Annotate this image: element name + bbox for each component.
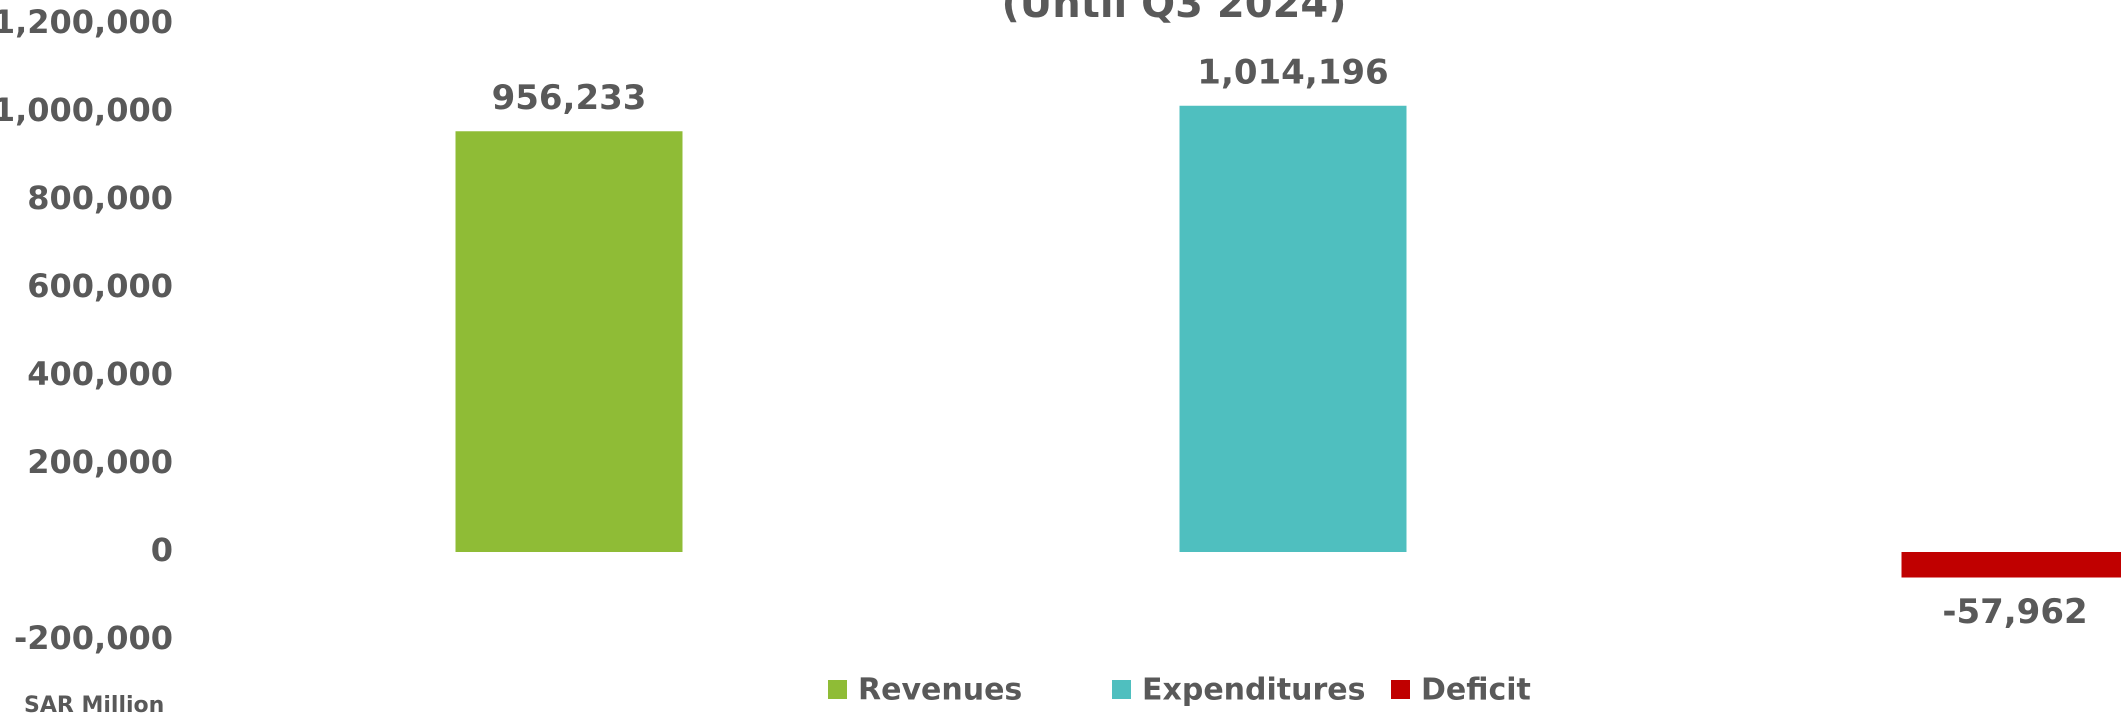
- y-tick-label: 400,000: [27, 355, 173, 393]
- legend-swatch: [1391, 680, 1410, 699]
- bar: [1901, 552, 2121, 578]
- legend-label: Deficit: [1421, 673, 1531, 708]
- y-tick-label: 0: [151, 531, 173, 569]
- y-tick-label: 1,000,000: [0, 91, 173, 129]
- y-tick-label: 200,000: [27, 443, 173, 481]
- legend-label: Revenues: [858, 673, 1022, 708]
- y-tick-label: 1,200,000: [0, 3, 173, 41]
- data-label: 956,233: [492, 78, 647, 118]
- y-tick-label: 600,000: [27, 267, 173, 305]
- data-label: -57,962: [1942, 592, 2087, 632]
- bar: [455, 131, 683, 552]
- bar: [1179, 105, 1407, 553]
- legend-swatch: [1112, 680, 1131, 699]
- data-label: 1,014,196: [1197, 52, 1388, 92]
- y-tick-label: 800,000: [27, 179, 173, 217]
- y-axis-label: SAR Million: [24, 693, 164, 718]
- legend-label: Expenditures: [1142, 673, 1365, 708]
- legend-swatch: [828, 680, 847, 699]
- chart-title: (Until Q3 2024): [1001, 0, 1346, 27]
- y-tick-label: -200,000: [14, 619, 173, 657]
